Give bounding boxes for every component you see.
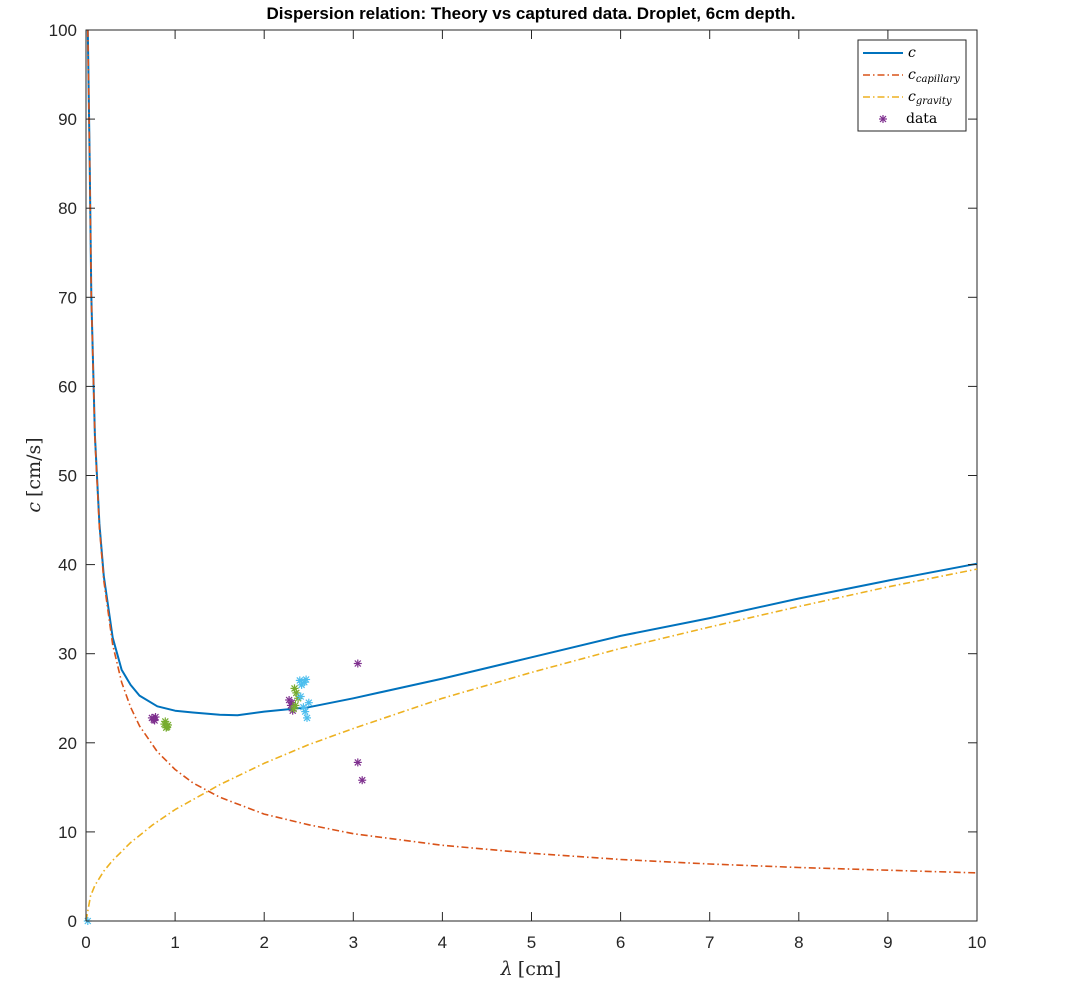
data-point xyxy=(301,707,310,716)
y-tick-label: 30 xyxy=(58,645,77,664)
legend-label-gravity: cgravity xyxy=(908,89,952,107)
y-tick-label: 80 xyxy=(58,199,77,218)
legend-label-c: c xyxy=(908,45,916,61)
y-tick-label: 20 xyxy=(58,734,77,753)
x-tick-label: 4 xyxy=(438,933,447,952)
data-point xyxy=(296,692,305,701)
plot-area xyxy=(85,29,978,922)
data-point xyxy=(304,698,313,707)
data-point xyxy=(353,659,362,668)
data-point xyxy=(150,716,159,725)
y-tick-label: 10 xyxy=(58,823,77,842)
y-tick-label: 60 xyxy=(58,377,77,396)
y-tick-label: 40 xyxy=(58,556,77,575)
x-tick-label: 3 xyxy=(349,933,358,952)
x-tick-label: 1 xyxy=(170,933,179,952)
y-axis-label: c[cm/s] xyxy=(23,437,45,512)
series-line-c-capillary xyxy=(87,29,978,874)
data-point xyxy=(163,722,172,731)
chart-title: Dispersion relation: Theory vs captured … xyxy=(266,4,795,23)
data-point xyxy=(303,713,311,722)
x-tick-label: 2 xyxy=(259,933,268,952)
x-tick-label: 10 xyxy=(968,933,987,952)
data-point xyxy=(302,675,311,684)
y-tick-label: 90 xyxy=(58,110,77,129)
axes-box xyxy=(85,29,978,922)
legend-label-capillary: ccapillary xyxy=(908,67,960,85)
x-tick-label: 6 xyxy=(616,933,625,952)
x-tick-label: 9 xyxy=(883,933,892,952)
x-axis-label: λ [cm] xyxy=(500,958,562,980)
x-tick-label: 8 xyxy=(794,933,803,952)
x-tick-label: 7 xyxy=(705,933,714,952)
data-point xyxy=(353,758,362,767)
legend-box xyxy=(857,39,967,132)
y-tick-label: 0 xyxy=(68,912,77,931)
data-point xyxy=(358,776,367,785)
y-tick-label: 70 xyxy=(58,288,77,307)
x-tick-label: 0 xyxy=(81,933,90,952)
data-point xyxy=(289,704,298,713)
y-tick-label: 100 xyxy=(49,21,77,40)
series-line-c-gravity xyxy=(85,568,978,922)
legend: c ccapillary cgravity data xyxy=(857,39,967,132)
y-tick-label: 50 xyxy=(58,467,77,486)
legend-marker-data xyxy=(879,115,887,123)
x-tick-label: 5 xyxy=(527,933,536,952)
legend-label-data: data xyxy=(906,111,937,127)
series-layer xyxy=(83,29,978,925)
